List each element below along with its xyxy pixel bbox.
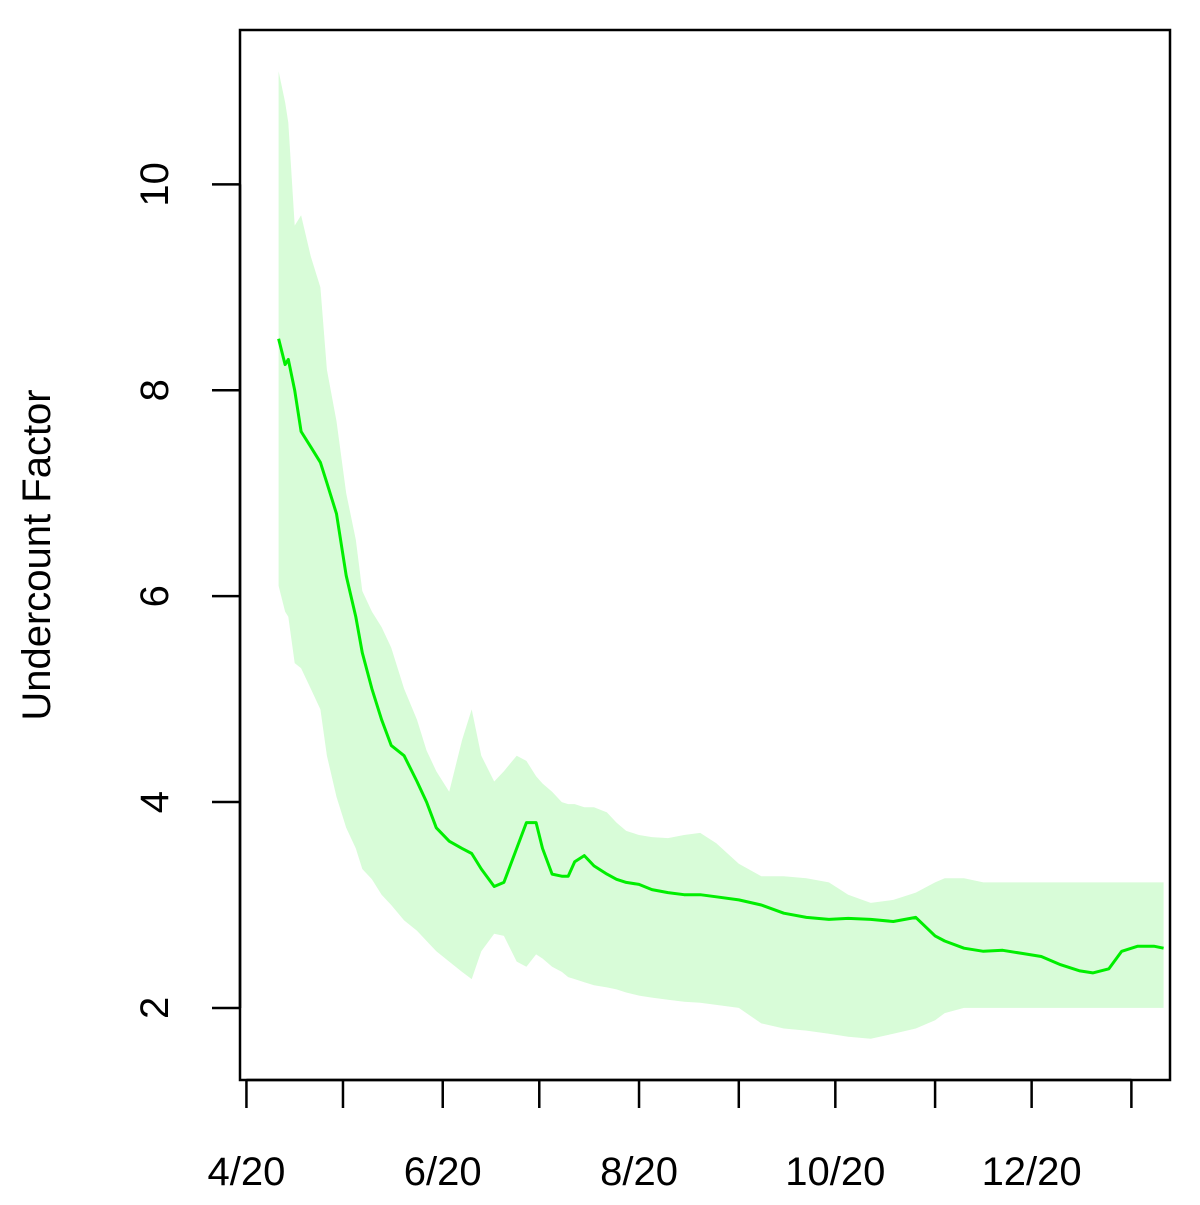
line-layer: [277, 338, 1164, 975]
y-tick-label: 4: [133, 791, 177, 813]
y-axis: 2 4 6 8 10: [133, 162, 242, 1019]
x-tick-label: 4/20: [208, 1150, 286, 1194]
confidence-band-0: [278, 71, 1164, 1039]
y-axis-label: Undercount Factor: [15, 389, 59, 720]
y-tick-label: 8: [133, 379, 177, 401]
y-tick-label: 10: [133, 162, 177, 207]
y-tick-label: 2: [133, 997, 177, 1019]
confidence-band-layer: [278, 71, 1164, 1039]
x-tick-label: 12/20: [982, 1150, 1082, 1194]
x-tick-label: 10/20: [785, 1150, 885, 1194]
x-tick-label: 6/20: [404, 1150, 482, 1194]
y-tick-label: 6: [133, 585, 177, 607]
x-axis: 4/20 6/20 8/20 10/20 12/20: [208, 1078, 1133, 1194]
series-line-0: [277, 338, 1164, 975]
x-tick-label: 8/20: [600, 1150, 678, 1194]
